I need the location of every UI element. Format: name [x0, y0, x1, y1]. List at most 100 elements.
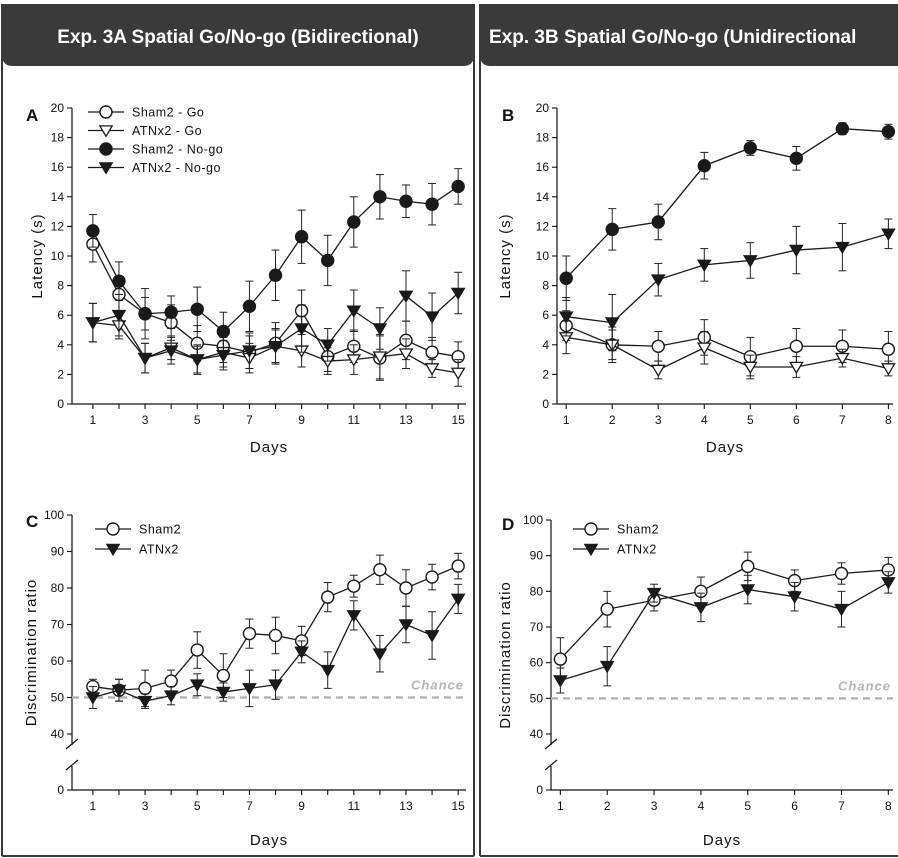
x-tick-label: 11	[348, 799, 361, 813]
data-point	[835, 352, 850, 366]
data-point	[163, 345, 179, 358]
axis-break-mark	[65, 738, 79, 750]
data-point	[553, 675, 568, 688]
data-point	[268, 340, 283, 354]
data-point	[651, 339, 665, 353]
data-point	[347, 579, 361, 593]
legend-marker	[584, 522, 598, 536]
legend-label: ATNx2 - No-go	[132, 161, 221, 175]
y-tick-label: 10	[536, 249, 550, 263]
left-header-bg	[2, 4, 474, 66]
y-tick-label: 90	[51, 545, 65, 559]
data-point	[450, 593, 466, 607]
data-point	[559, 271, 573, 285]
data-point	[693, 602, 709, 615]
data-point	[742, 255, 758, 268]
series-atnx2	[553, 571, 896, 694]
data-point	[881, 363, 896, 376]
x-tick-label: 3	[651, 799, 658, 813]
data-point	[787, 591, 802, 604]
y-tick-label: 40	[530, 727, 544, 741]
x-tick-label: 2	[609, 413, 616, 427]
x-tick-label: 9	[298, 799, 305, 813]
data-point	[189, 679, 205, 692]
y-axis-label: Discrimination ratio	[23, 579, 40, 727]
legend-label: ATNx2	[617, 543, 657, 557]
data-point	[216, 349, 231, 363]
data-point	[216, 668, 231, 683]
x-tick-label: 15	[451, 413, 465, 427]
y-axis-label: Discrimination ratio	[497, 581, 514, 729]
x-tick-label: 7	[839, 413, 846, 427]
x-tick-label: 7	[246, 413, 253, 427]
data-point	[743, 141, 758, 155]
data-point	[242, 626, 257, 641]
legend: Sham2 ATNx2	[95, 522, 181, 557]
y-tick-label: 6	[57, 308, 64, 322]
data-point	[835, 241, 850, 255]
data-point	[346, 610, 362, 623]
data-point	[268, 628, 283, 643]
y-tick-label: 18	[51, 131, 65, 145]
legend-marker	[106, 522, 120, 536]
series-sham2-no-go	[559, 122, 896, 301]
y-tick-label: 0	[536, 783, 543, 797]
panel-d: 0 40 50 60 70 80 90 100 1 2 3 4 5 6 7 8 Days Discriminati…	[497, 513, 896, 849]
x-axis-label: Days	[706, 439, 744, 456]
series-atnx2-no-go	[558, 218, 896, 352]
legend-marker	[99, 105, 113, 119]
y-tick-label: 80	[51, 581, 65, 595]
right-header-bg	[480, 4, 898, 66]
data-point	[398, 290, 414, 304]
series-line	[559, 565, 889, 660]
data-point	[646, 587, 662, 601]
data-point	[835, 122, 850, 136]
data-point	[346, 354, 362, 367]
x-tick-label: 1	[90, 799, 97, 813]
y-tick-label: 2	[542, 367, 549, 381]
y-tick-label: 60	[530, 656, 544, 670]
data-point	[372, 648, 388, 661]
chance-label: Chance	[411, 678, 464, 693]
data-point	[399, 194, 413, 208]
right-title: Exp. 3B Spatial Go/No-go (Unidirectional	[489, 27, 856, 48]
data-point	[164, 305, 178, 319]
data-point	[424, 311, 440, 324]
legend-label: Sham2	[617, 523, 659, 537]
axis-break-mark	[544, 759, 558, 771]
data-point	[880, 577, 896, 590]
right-frame: Exp. 3B Spatial Go/No-go (Unidirectional	[479, 4, 898, 857]
x-tick-label: 7	[838, 799, 845, 813]
x-tick-label: 5	[744, 799, 751, 813]
y-tick-label: 70	[530, 620, 544, 634]
data-point	[242, 683, 257, 696]
data-point	[242, 299, 257, 314]
x-tick-label: 4	[698, 799, 705, 813]
data-point	[450, 287, 466, 301]
x-tick-label: 1	[563, 413, 570, 427]
left-title: Exp. 3A Spatial Go/No-go (Bidirectional)	[57, 27, 418, 48]
data-point	[242, 345, 257, 358]
data-point	[85, 692, 101, 705]
data-point	[881, 228, 896, 241]
y-tick-label: 100	[44, 508, 64, 522]
y-tick-label: 12	[51, 219, 65, 233]
x-tick-label: 5	[194, 799, 201, 813]
data-point	[834, 603, 849, 617]
data-point	[138, 307, 152, 321]
y-tick-label: 16	[536, 160, 550, 174]
chance-label: Chance	[838, 678, 891, 693]
x-axis-label: Days	[250, 832, 288, 849]
x-tick-label: 9	[298, 413, 305, 427]
legend: Sham2 ATNx2	[573, 522, 659, 557]
legend-marker	[583, 543, 599, 557]
left-frame-border	[1, 4, 475, 857]
data-point	[347, 215, 361, 229]
data-point	[398, 348, 414, 361]
series-line	[565, 128, 889, 279]
data-point	[346, 305, 362, 318]
y-tick-label: 0	[542, 397, 549, 411]
